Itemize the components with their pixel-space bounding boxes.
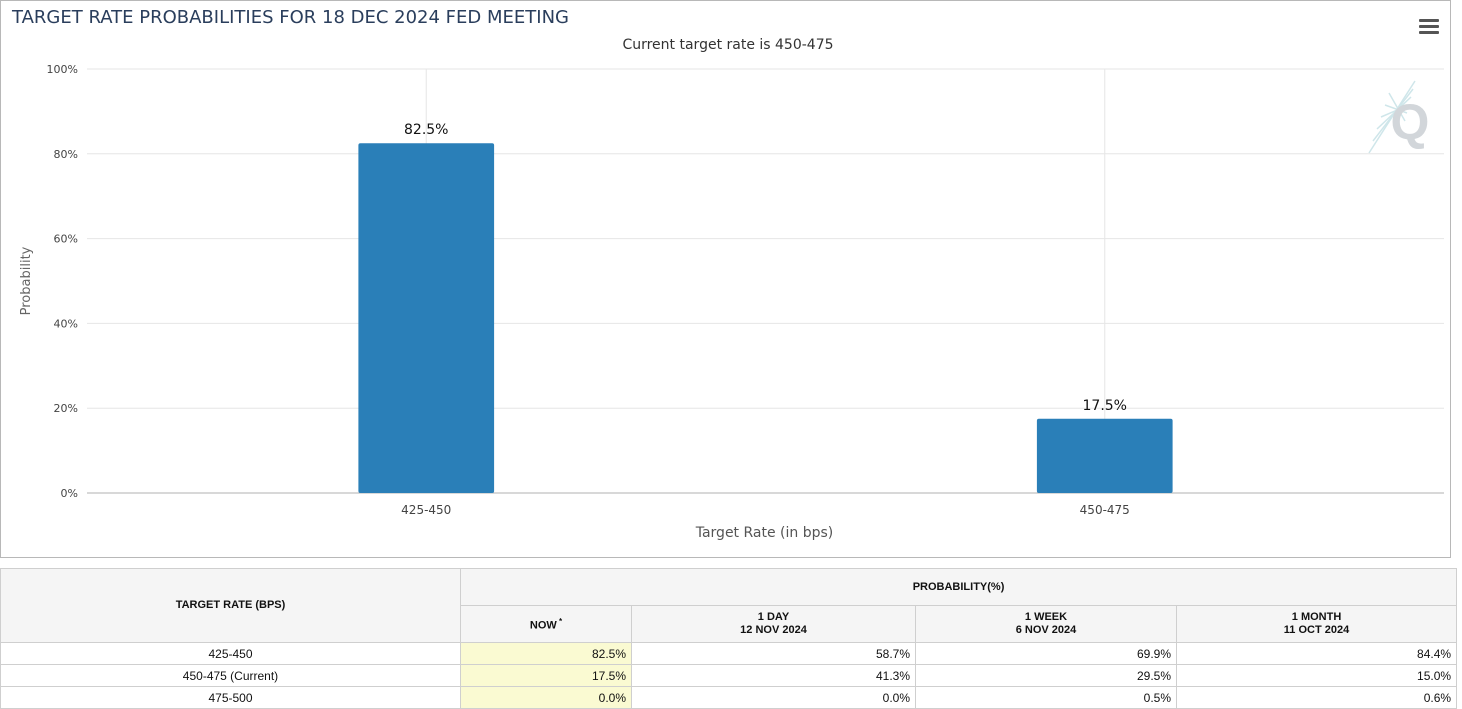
rate-cell: 450-475 (Current)	[0, 664, 461, 687]
table-row: 425-450 82.5% 58.7% 69.9% 84.4%	[0, 642, 1458, 665]
y-tick-label: 80%	[54, 148, 78, 161]
y-tick-label: 40%	[54, 317, 78, 330]
now-probability-cell: 82.5%	[460, 642, 632, 665]
watermark-logo: Q	[1368, 80, 1430, 154]
chart-subtitle: Current target rate is 450-475	[622, 37, 834, 53]
column-header-label: 1 WEEK	[1024, 611, 1068, 623]
bar-chart: Q 0% 20% 40% 60% 80% 100% 82.5% 425-450 17.5% 450-…	[19, 63, 1444, 541]
column-header-0: NOW *	[460, 605, 632, 643]
data-label: 17.5%	[1083, 398, 1127, 414]
now-probability-cell: 0.0%	[460, 686, 632, 709]
column-header-label: NOW	[529, 619, 557, 632]
x-tick-label: 425-450	[401, 503, 451, 517]
chart-panel: Q 0% 20% 40% 60% 80% 100% 82.5% 425-450 17.5% 450-…	[0, 0, 1451, 558]
probability-cell: 0.6%	[1175, 686, 1458, 709]
y-tick-label: 60%	[54, 233, 78, 246]
column-header-date: 6 NOV 2024	[1015, 624, 1077, 636]
footnote-marker: *	[556, 617, 563, 627]
column-header-date: 11 OCT 2024	[1283, 624, 1350, 636]
column-header-label: 1 DAY	[757, 611, 790, 623]
x-axis-title: Target Rate (in bps)	[695, 525, 834, 541]
column-header-1: 1 DAY 12 NOV 2024	[631, 605, 916, 643]
probability-table: TARGET RATE (BPS) PROBABILITY(%) NOW * 1 …	[0, 568, 1458, 709]
now-probability-cell: 17.5%	[460, 664, 632, 687]
target-rate-header: TARGET RATE (BPS)	[0, 568, 461, 643]
probability-header: PROBABILITY(%)	[459, 568, 1458, 606]
column-header-2: 1 WEEK 6 NOV 2024	[915, 605, 1177, 643]
y-tick-label: 20%	[54, 402, 78, 415]
x-tick-label: 450-475	[1080, 503, 1130, 517]
probability-cell: 58.7%	[631, 642, 916, 665]
probability-table-container: TARGET RATE (BPS) PROBABILITY(%) NOW * 1 …	[0, 568, 1458, 709]
watermark-letter: Q	[1391, 94, 1430, 150]
probability-cell: 0.5%	[915, 686, 1177, 709]
y-tick-label: 0%	[61, 487, 78, 500]
chart-title: TARGET RATE PROBABILITIES FOR 18 DEC 202…	[12, 7, 569, 28]
probability-cell: 84.4%	[1175, 642, 1458, 665]
table-row: 450-475 (Current) 17.5% 41.3% 29.5% 15.0%	[0, 664, 1458, 687]
hamburger-menu-icon[interactable]	[1419, 19, 1439, 37]
data-label: 82.5%	[404, 122, 448, 138]
y-axis-title: Probability	[19, 246, 34, 315]
column-header-date: 12 NOV 2024	[740, 624, 807, 636]
column-header-label: 1 MONTH	[1291, 611, 1342, 623]
probability-cell: 0.0%	[631, 686, 916, 709]
rate-cell: 425-450	[0, 642, 461, 665]
probability-cell: 15.0%	[1175, 664, 1458, 687]
probability-cell: 69.9%	[915, 642, 1177, 665]
y-tick-label: 100%	[47, 63, 78, 76]
rate-cell: 475-500	[0, 686, 461, 709]
probability-cell: 29.5%	[915, 664, 1177, 687]
bar-425-450	[358, 143, 495, 493]
probability-cell: 41.3%	[631, 664, 916, 687]
bar-450-475	[1036, 418, 1173, 493]
column-header-3: 1 MONTH 11 OCT 2024	[1175, 605, 1458, 643]
table-row: 475-500 0.0% 0.0% 0.5% 0.6%	[0, 686, 1458, 709]
